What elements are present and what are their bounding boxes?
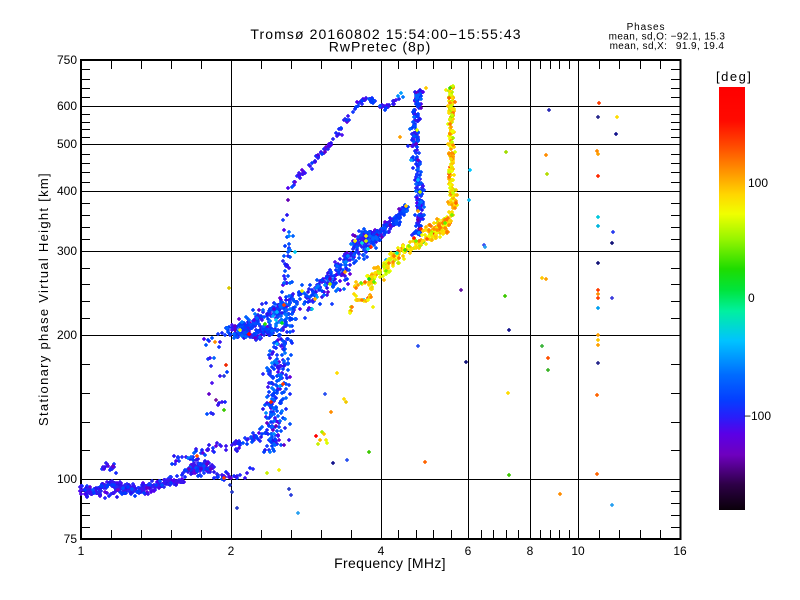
svg-text:Tromsø 20160802 15:54:00−15:55: Tromsø 20160802 15:54:00−15:55:43: [250, 26, 521, 42]
svg-text:−100: −100: [744, 409, 771, 423]
svg-text:Phases: Phases: [627, 22, 666, 33]
svg-text:[deg]: [deg]: [716, 69, 752, 84]
svg-text:mean, sd,O: −92.1, 15.3: mean, sd,O: −92.1, 15.3: [609, 32, 726, 43]
svg-text:4: 4: [378, 544, 385, 558]
svg-text:300: 300: [57, 244, 77, 258]
svg-text:8: 8: [527, 544, 534, 558]
svg-text:200: 200: [57, 328, 77, 342]
svg-text:Frequency [MHz]: Frequency [MHz]: [334, 555, 446, 571]
svg-text:Stationary phase Virtual Heigh: Stationary phase Virtual Height [km]: [36, 172, 51, 426]
svg-text:10: 10: [571, 544, 585, 558]
svg-text:6: 6: [465, 544, 472, 558]
svg-text:500: 500: [57, 137, 77, 151]
svg-text:2: 2: [228, 544, 235, 558]
svg-text:75: 75: [64, 532, 78, 546]
svg-text:0: 0: [748, 291, 755, 305]
svg-text:750: 750: [57, 53, 77, 67]
svg-text:RwPretec (8p): RwPretec (8p): [329, 39, 431, 55]
svg-text:mean, sd,X: 91.9, 19.4: mean, sd,X: 91.9, 19.4: [610, 41, 725, 52]
svg-text:600: 600: [57, 99, 77, 113]
svg-text:100: 100: [748, 176, 768, 190]
svg-text:16: 16: [673, 544, 687, 558]
svg-text:400: 400: [57, 184, 77, 198]
svg-text:100: 100: [57, 472, 77, 486]
svg-text:1: 1: [78, 544, 85, 558]
